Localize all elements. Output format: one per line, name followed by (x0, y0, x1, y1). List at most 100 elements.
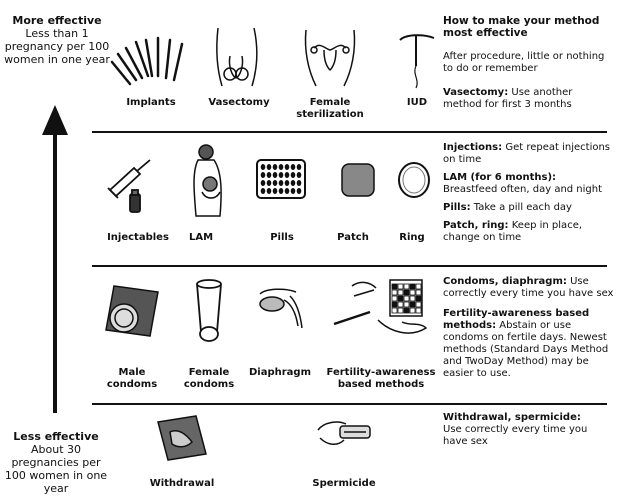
pill-dot (266, 180, 272, 186)
calendar-cell (403, 301, 410, 308)
method-label-spermicide: Spermicide (312, 478, 376, 489)
calendar-cell (409, 283, 416, 290)
pill-dot (272, 164, 278, 170)
method-label-implants: Implants (126, 97, 176, 108)
pill-dot (272, 172, 278, 178)
spermicide-icon (317, 421, 371, 445)
pill-dot (290, 180, 296, 186)
method-label-ring: Ring (399, 232, 425, 243)
more-effective-label: More effective Less than 1 pregnancy per… (2, 14, 112, 66)
method-label-patch: Patch (337, 232, 369, 243)
pill-dot (260, 188, 266, 194)
pill-dot (296, 180, 302, 186)
tier-3-notes: Condoms, diaphragm: Use correctly every … (443, 276, 615, 380)
tier-1-notes: How to make your method most effective A… (443, 15, 613, 111)
pill-dot (284, 180, 290, 186)
method-label-female-condoms: Female condoms (183, 367, 235, 390)
calendar-cell (409, 301, 416, 308)
calendar-cell (415, 307, 422, 314)
method-label-pills: Pills (270, 232, 294, 243)
note-patch-ring: Patch, ring: Keep in place, change on ti… (443, 220, 583, 243)
calendar-cell (409, 307, 416, 314)
pill-dot (284, 164, 290, 170)
ring-icon (398, 162, 430, 198)
method-label-male-condoms: Male condoms (106, 367, 158, 390)
pill-dot (296, 164, 302, 170)
calendar-cell (397, 289, 404, 296)
pill-dot (266, 164, 272, 170)
calendar-cell (397, 301, 404, 308)
method-label-diaphragm: Diaphragm (248, 367, 311, 378)
pill-dot (266, 188, 272, 194)
more-effective-desc: Less than 1 pregnancy per 100 women in o… (4, 27, 110, 66)
pill-dot (296, 172, 302, 178)
tier-divider-3 (92, 403, 607, 405)
pill-dot (260, 172, 266, 178)
calendar-cell (391, 283, 398, 290)
calendar-cell (397, 283, 404, 290)
less-effective-desc: About 30 pregnancies per 100 women in on… (4, 443, 108, 495)
withdrawal-icon (157, 415, 207, 461)
note-fertility-awareness: Fertility-awareness based methods: Absta… (443, 308, 609, 379)
pill-dot (278, 164, 284, 170)
calendar-cell (403, 289, 410, 296)
pill-dot (272, 180, 278, 186)
calendar-cell (403, 295, 410, 302)
pill-dot (284, 172, 290, 178)
pill-dot (272, 188, 278, 194)
method-label-lam: LAM (188, 232, 214, 243)
implants-icon (110, 36, 184, 86)
note-pills: Pills: Take a pill each day (443, 202, 572, 213)
female-sterilization-icon (304, 29, 356, 87)
pill-dot (260, 180, 266, 186)
male-condoms-icon (105, 285, 159, 337)
calendar-cell (391, 289, 398, 296)
calendar-cell (391, 301, 398, 308)
effectiveness-arrow (42, 105, 68, 413)
note-header-most-effective: How to make your method most effective (443, 15, 600, 39)
calendar-cell (403, 283, 410, 290)
note-withdrawal-head: Withdrawal, spermicide: (443, 412, 581, 423)
vasectomy-icon (216, 27, 258, 87)
fertility-awareness-icon (333, 279, 428, 334)
note-injections: Injections: Get repeat injections on tim… (443, 142, 611, 165)
calendar-cell (409, 295, 416, 302)
calendar-cell (391, 307, 398, 314)
calendar-cell (409, 289, 416, 296)
more-effective-title: More effective (12, 14, 102, 27)
tier-2-notes: Injections: Get repeat injections on tim… (443, 142, 613, 244)
pill-dot (290, 164, 296, 170)
note-vasectomy: Vasectomy: Use another method for first … (443, 87, 573, 110)
calendar-cell (415, 295, 422, 302)
pill-dot (278, 172, 284, 178)
calendar-cell (391, 295, 398, 302)
pill-dot (260, 164, 266, 170)
injectables-icon (107, 159, 151, 213)
pill-dot (290, 172, 296, 178)
note-condoms-diaphragm: Condoms, diaphragm: Use correctly every … (443, 276, 614, 299)
pills-icon (256, 159, 306, 199)
pill-dot (278, 188, 284, 194)
calendar-cell (397, 307, 404, 314)
pill-dot (284, 188, 290, 194)
calendar-cell (415, 283, 422, 290)
pill-dot (296, 188, 302, 194)
female-condoms-icon (196, 279, 222, 342)
pill-dot (290, 188, 296, 194)
method-label-withdrawal: Withdrawal (149, 478, 215, 489)
pill-dot (266, 172, 272, 178)
patch-icon (341, 163, 375, 197)
tier-divider-1 (92, 131, 607, 133)
calendar-cell (397, 295, 404, 302)
iud-icon (399, 34, 435, 89)
tier-divider-2 (92, 265, 607, 267)
method-label-vasectomy: Vasectomy (208, 97, 270, 108)
less-effective-title: Less effective (13, 430, 99, 443)
method-label-fertility-awareness: Fertility-awareness based methods (326, 367, 436, 390)
tier-4-notes: Withdrawal, spermicide: Use correctly ev… (443, 412, 613, 448)
method-label-iud: IUD (406, 97, 428, 108)
calendar-cell (415, 301, 422, 308)
calendar-cell (415, 289, 422, 296)
less-effective-label: Less effective About 30 pregnancies per … (2, 430, 110, 495)
method-label-injectables: Injectables (107, 232, 169, 243)
